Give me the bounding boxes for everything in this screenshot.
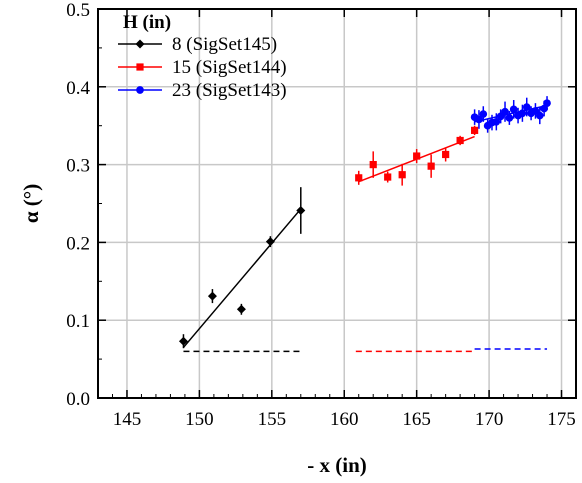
data-point [522,103,531,111]
legend-marker [136,86,144,94]
x-tick-label: 160 [330,409,359,430]
axis-ticks: 145 150 155 160 165 170 175 0.0 0.1 0.2 0.3 0.4 0.5 [66,0,577,430]
data-point [505,114,514,122]
data-point [413,152,421,160]
data-point [296,206,306,216]
legend-label: 8 (SigSet145) [172,34,277,55]
data-point [475,115,483,124]
data-point [355,174,363,182]
legend-marker [135,39,145,49]
data-point [398,171,406,179]
legend-title: H (in) [123,12,171,33]
x-tick-label: 145 [113,409,142,430]
legend: H (in) 8 (SigSet145)15 (SigSet144)23 (Si… [118,12,287,101]
y-tick-label: 0.4 [66,78,90,99]
series-layer [178,96,551,353]
data-point [479,110,488,118]
data-point [369,161,377,169]
data-point [265,237,275,247]
legend-marker [136,63,144,71]
grid [98,8,576,399]
x-tick-label: 170 [475,409,504,430]
data-point [427,162,435,170]
data-point [207,291,217,301]
data-point [535,111,544,120]
x-axis-title: - x (in) [307,453,367,477]
data-point [492,117,501,126]
series-1 [355,125,479,353]
legend-label: 15 (SigSet144) [172,57,287,78]
y-tick-label: 0.0 [66,389,90,410]
y-axis-title: α (°) [19,184,43,223]
data-point [236,304,246,314]
data-point [543,99,551,107]
y-tick-label: 0.5 [66,0,90,21]
legend-label: 23 (SigSet143) [172,80,287,101]
legend-entry: 23 (SigSet143) [118,80,287,101]
plot-frame [97,8,577,399]
data-point [501,107,509,116]
y-tick-label: 0.1 [66,311,90,332]
y-tick-label: 0.2 [66,233,90,254]
x-tick-label: 155 [258,409,287,430]
series-2 [470,96,551,350]
legend-entry: 15 (SigSet144) [118,57,287,78]
series-0 [178,187,306,353]
data-point [509,105,518,114]
fit-line [182,208,302,348]
x-tick-label: 165 [402,409,431,430]
data-point [178,336,188,346]
legend-entries: 8 (SigSet145)15 (SigSet144)23 (SigSet143… [118,34,287,101]
data-point [456,136,464,145]
y-tick-label: 0.3 [66,156,90,177]
data-point [518,109,527,118]
data-point [471,126,479,134]
legend-entry: 8 (SigSet145) [118,34,277,55]
x-tick-label: 150 [185,409,214,430]
x-tick-label: 175 [547,409,576,430]
data-point [442,150,450,159]
data-point [384,173,392,181]
